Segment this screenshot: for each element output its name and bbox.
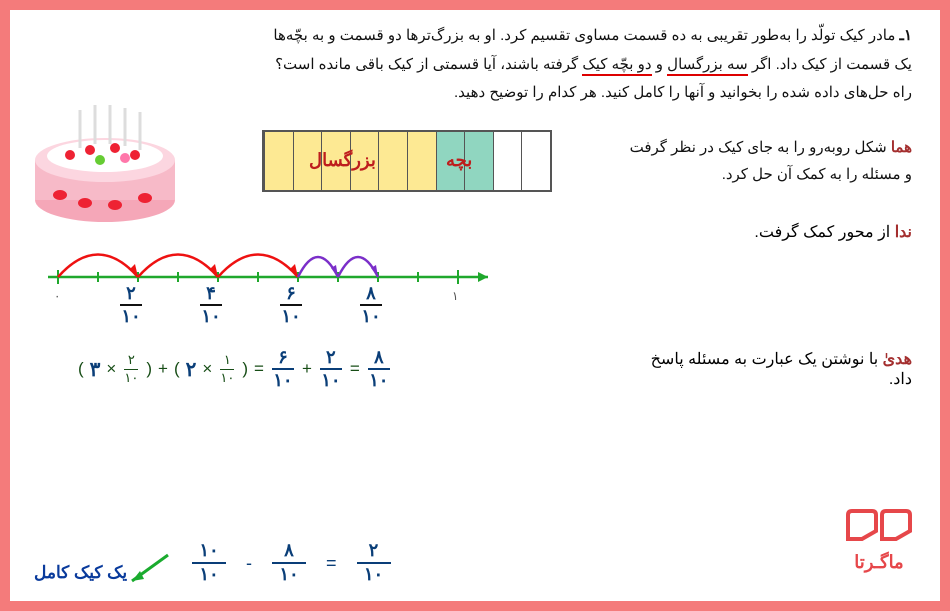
grid-cell	[264, 132, 293, 190]
partition-grid: بزرگسال بچه	[262, 130, 552, 192]
problem-statement: ۱ـ مادر کیک تولّد را به‌طور تقریبی به ده…	[38, 22, 912, 108]
final-8-10: ۸۱۰	[272, 541, 306, 585]
hoda-equation: ( ۳ × ۲۱۰ ) + ( ۲ × ۱۱۰ ) = ۶۱۰ + ۲۱۰ =	[78, 348, 392, 392]
number-line: ۰ ۱ ۲۱۰ ۴۱۰ ۶۱۰ ۸۱۰	[38, 222, 508, 342]
grid-cell	[521, 132, 550, 190]
logo-text: ماگـرتا	[842, 552, 916, 573]
problem-line2c: گرفته باشند، آیا قسمتی از کیک باقی مانده…	[275, 56, 578, 73]
problem-number: ۱ـ	[900, 27, 912, 44]
nl-frac: ۸۱۰	[360, 284, 382, 328]
frac-2-10: ۲۱۰	[124, 353, 138, 385]
nl-frac: ۲۱۰	[120, 284, 142, 328]
neda-name: ندا	[895, 224, 912, 241]
svg-text:۰: ۰	[54, 289, 60, 303]
res-8-10: ۸۱۰	[368, 348, 390, 392]
res-6-10: ۶۱۰	[272, 348, 294, 392]
magerta-logo: ماگـرتا	[842, 505, 916, 573]
grid-cell	[321, 132, 350, 190]
grid-cell	[493, 132, 522, 190]
grid-cell	[464, 132, 493, 190]
fill-children: ۲	[186, 357, 197, 382]
underlined-child: دو بچّه کیک	[582, 56, 651, 76]
final-equation: ۱۰۱۰ - ۸۱۰ = ۲۱۰	[190, 541, 393, 585]
grid-cell	[436, 132, 465, 190]
neda-text: ندا از محور کمک گرفت.	[712, 222, 912, 242]
problem-line2b: و	[656, 56, 663, 73]
homa-text: هما شکل روبه‌رو را به جای کیک در نظر گرف…	[572, 134, 912, 188]
nl-frac: ۴۱۰	[200, 284, 222, 328]
nl-frac: ۶۱۰	[280, 284, 302, 328]
final-2-10: ۲۱۰	[357, 541, 391, 585]
final-10-10: ۱۰۱۰	[192, 541, 226, 585]
cake-image	[30, 100, 180, 230]
homa-name: هما	[891, 139, 912, 156]
problem-line2a: یک قسمت از کیک داد. اگر	[752, 56, 912, 73]
svg-text:۱: ۱	[452, 289, 458, 303]
grid-cell	[407, 132, 436, 190]
problem-line3: راه حل‌های داده شده را بخوانید و آنها را…	[454, 84, 912, 101]
grid-cell	[378, 132, 407, 190]
res-2-10: ۲۱۰	[320, 348, 342, 392]
problem-line1: مادر کیک تولّد را به‌طور تقریبی به ده قس…	[273, 27, 895, 44]
underlined-adult: سه بزرگسال	[667, 56, 747, 76]
frac-1-10: ۱۱۰	[220, 353, 234, 385]
hoda-name: هدیٰ	[883, 351, 912, 368]
fill-adults: ۳	[90, 357, 101, 382]
full-cake-label: یک کیک کامل	[34, 563, 127, 583]
hoda-text: هدیٰ با نوشتن یک عبارت به مسئله پاسخ داد…	[642, 349, 912, 389]
grid-cell	[350, 132, 379, 190]
grid-cell	[293, 132, 322, 190]
